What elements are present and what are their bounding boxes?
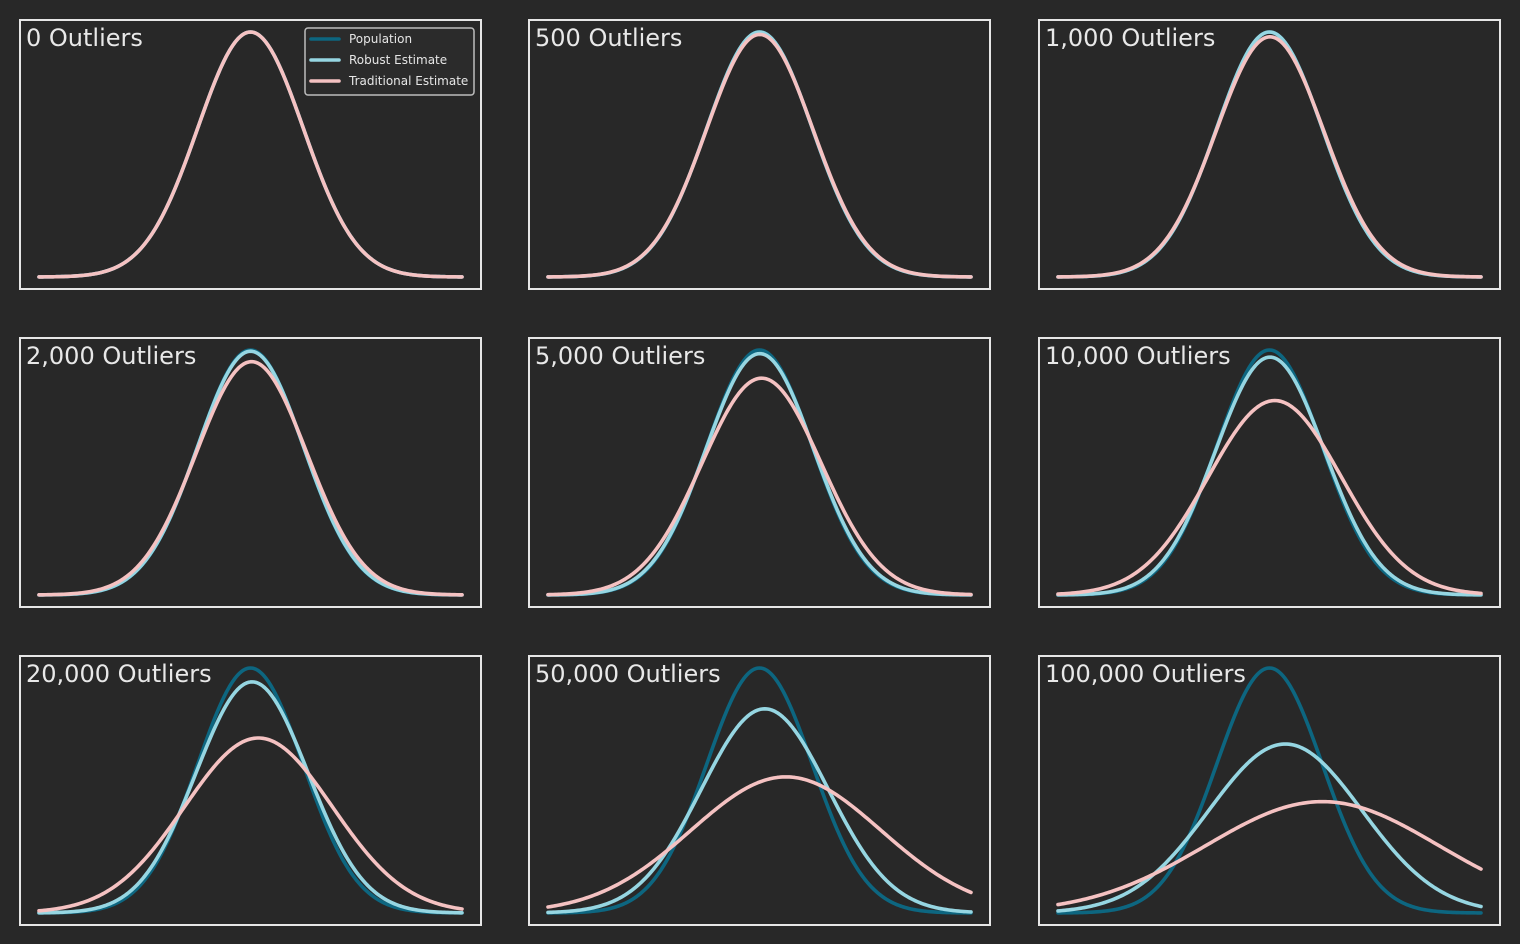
robust-estimate-curve <box>546 351 973 597</box>
panel-frame <box>1038 19 1501 290</box>
traditional-estimate-curve <box>546 376 973 597</box>
traditional-estimate-curve <box>37 359 464 597</box>
panel-title: 20,000 Outliers <box>26 660 212 688</box>
legend-label-traditional-estimate: Traditional Estimate <box>348 74 468 88</box>
population-curve <box>37 666 464 915</box>
panel-title: 100,000 Outliers <box>1045 660 1246 688</box>
chart-panel: 5,000 Outliers <box>528 337 991 608</box>
legend-label-robust-estimate: Robust Estimate <box>349 53 447 67</box>
chart-panel: 50,000 Outliers <box>528 655 991 926</box>
panel-title: 500 Outliers <box>535 24 682 52</box>
panel-title: 2,000 Outliers <box>26 342 196 370</box>
panel-title: 10,000 Outliers <box>1045 342 1231 370</box>
population-curve <box>546 666 973 915</box>
panel-frame <box>528 19 991 290</box>
legend-box <box>304 27 475 96</box>
chart-panel: 1,000 Outliers <box>1038 19 1501 290</box>
robust-estimate-curve <box>37 680 464 915</box>
panel-title: 1,000 Outliers <box>1045 24 1215 52</box>
panel-frame <box>1038 337 1501 608</box>
population-curve <box>1056 666 1483 915</box>
traditional-estimate-curve <box>1056 398 1483 596</box>
chart-panel: 2,000 Outliers <box>19 337 482 608</box>
chart-panel: 100,000 Outliers <box>1038 655 1501 926</box>
chart-panel: 500 Outliers <box>528 19 991 290</box>
chart-panel: 10,000 Outliers <box>1038 337 1501 608</box>
legend-label-population: Population <box>349 32 412 46</box>
robust-estimate-curve <box>1056 742 1483 913</box>
traditional-estimate-curve <box>546 32 973 279</box>
panel-frame <box>19 337 482 608</box>
panel-frame <box>528 337 991 608</box>
chart-panel: 20,000 Outliers <box>19 655 482 926</box>
robust-estimate-curve <box>546 707 973 915</box>
traditional-estimate-curve <box>546 775 973 909</box>
legend: Population Robust Estimate Traditional Est… <box>304 27 475 96</box>
traditional-estimate-curve <box>1056 799 1483 907</box>
panel-title: 50,000 Outliers <box>535 660 721 688</box>
panel-title: 5,000 Outliers <box>535 342 705 370</box>
panel-title: 0 Outliers <box>26 24 143 52</box>
traditional-estimate-curve <box>37 30 464 279</box>
robust-estimate-curve <box>1056 355 1483 597</box>
traditional-estimate-curve <box>1056 35 1483 279</box>
panel-frame <box>19 655 482 926</box>
panel-frame <box>528 655 991 926</box>
traditional-estimate-curve <box>37 736 464 913</box>
